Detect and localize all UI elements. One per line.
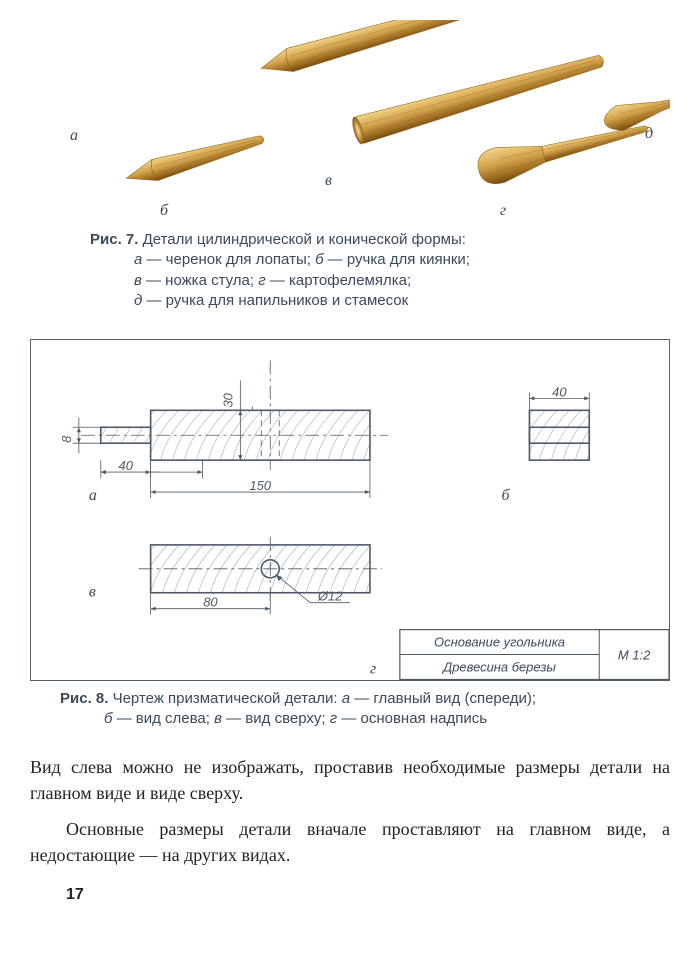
svg-text:М 1:2: М 1:2 xyxy=(618,648,650,663)
fig7-caption-title: Рис. 7. xyxy=(90,231,138,248)
fig8-caption-title: Рис. 8. xyxy=(60,690,108,707)
fig7-label-v: в xyxy=(134,272,142,289)
figure-8-drawing: 8 30 40 150 а 40 б 80 Ø12 в Основание угольника Дре… xyxy=(30,339,670,681)
svg-text:80: 80 xyxy=(203,595,218,610)
fig7-label-g: г xyxy=(258,272,265,289)
svg-text:г: г xyxy=(370,660,376,677)
fig7-caption-body: Детали цилиндрической и конической формы… xyxy=(138,231,466,248)
svg-text:Основание угольника: Основание угольника xyxy=(434,635,565,650)
svg-text:150: 150 xyxy=(249,478,271,493)
body-paragraph-1: Вид слева можно не изображать, проставив… xyxy=(30,754,670,806)
page-number: 17 xyxy=(66,886,670,904)
svg-text:Древесина березы: Древесина березы xyxy=(441,659,556,674)
svg-text:а: а xyxy=(70,127,78,144)
svg-text:Ø12: Ø12 xyxy=(317,589,342,604)
svg-text:40: 40 xyxy=(119,458,134,473)
svg-text:б: б xyxy=(160,202,169,219)
svg-text:в: в xyxy=(89,584,96,601)
svg-text:30: 30 xyxy=(220,392,235,407)
fig7-label-b: б xyxy=(315,251,323,268)
svg-text:г: г xyxy=(500,202,506,219)
svg-text:а: а xyxy=(89,487,97,504)
svg-text:д: д xyxy=(645,125,653,142)
svg-text:8: 8 xyxy=(59,435,74,443)
svg-text:в: в xyxy=(325,172,332,189)
figure-7-caption: Рис. 7. Детали цилиндрической и коническ… xyxy=(90,230,670,311)
figure-7-illustration: а б в г д xyxy=(30,20,670,220)
svg-text:б: б xyxy=(502,487,511,504)
figure-8-caption: Рис. 8. Чертеж призматической детали: а … xyxy=(60,689,670,730)
body-paragraph-2: Основные размеры детали вначале проставл… xyxy=(30,816,670,868)
svg-text:40: 40 xyxy=(552,384,567,399)
